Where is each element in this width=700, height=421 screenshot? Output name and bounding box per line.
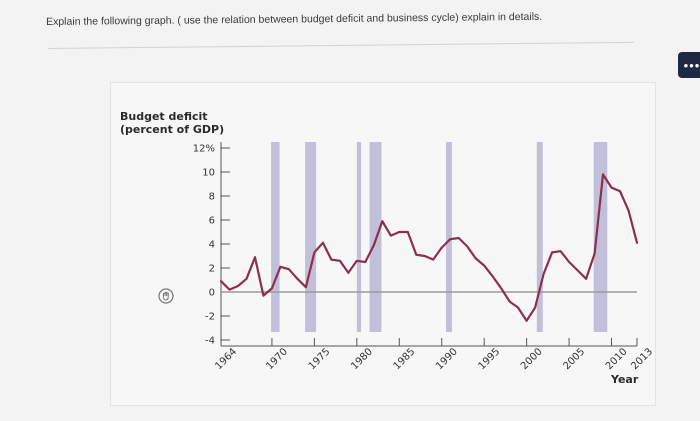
ellipsis-icon: ••• [683,57,700,73]
y-tick-label: 0 [209,288,215,299]
y-tick-label: 10 [202,168,215,179]
y-tick-label: 6 [209,216,215,227]
y-axis-title-line-1: Budget deficit [120,110,208,123]
x-tick-label: 1995 [477,346,503,372]
recession-bar [271,142,280,332]
pointer-hand-icon[interactable] [158,288,174,304]
y-tick-label: -4 [205,336,215,347]
y-tick-label: -2 [205,312,215,323]
x-tick-label: 2013 [629,346,655,372]
y-axis-title-line-2: (percent of GDP) [120,123,225,136]
x-tick-label: 1985 [392,346,418,372]
x-tick-label: 1990 [434,346,460,372]
x-tick-label: 1964 [213,346,239,372]
x-tick-label: 1980 [349,346,375,372]
recession-bar [536,142,543,332]
more-options-button[interactable]: ••• [678,52,700,78]
recession-bar [593,142,608,332]
deficit-series-line [219,173,639,322]
recession-bar [356,142,362,332]
y-tick-label: 2 [209,264,215,275]
recession-bar [445,142,452,332]
y-tick-label: 12% [193,144,215,155]
x-tick-label: 1975 [307,346,333,372]
figure-card [110,82,656,406]
recession-bar [305,142,317,332]
y-axis-title: Budget deficit (percent of GDP) [120,110,224,136]
y-tick-label: 8 [209,192,215,203]
y-tick-label: 4 [209,240,215,251]
x-tick-label: 2005 [561,346,587,372]
x-axis-title: Year [611,373,639,386]
x-tick-label: 2000 [519,346,545,372]
x-tick-label: 2010 [604,346,630,372]
x-tick-label: 1970 [264,346,290,372]
recession-bar [369,142,382,332]
